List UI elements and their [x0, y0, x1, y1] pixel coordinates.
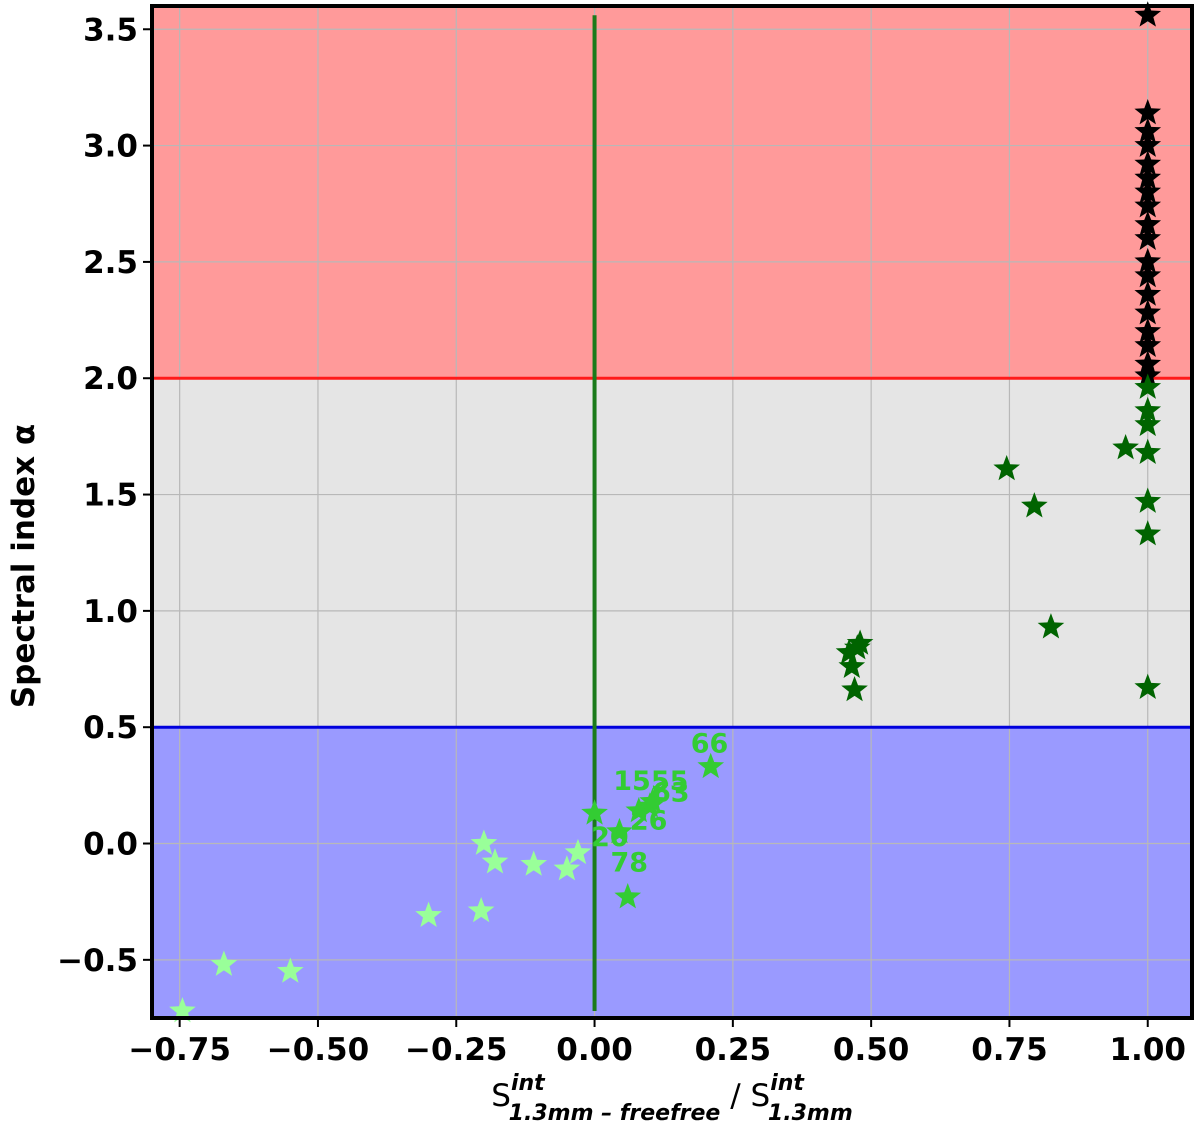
y-tick-label: −0.5 — [57, 943, 138, 979]
y-tick-label: 1.0 — [83, 594, 138, 630]
x-tick-label: 0.00 — [556, 1032, 633, 1068]
data-point-star — [481, 848, 509, 874]
data-point-star — [1134, 164, 1162, 190]
y-axis-title: Spectral index α — [6, 424, 42, 708]
data-point-star — [1134, 261, 1162, 288]
x-axis-title: Sint 1.3mm – freefree / Sint 1.3mm — [491, 1071, 853, 1122]
point-annotation: 66 — [691, 729, 729, 760]
data-point-star — [614, 883, 642, 909]
data-point-star — [1021, 492, 1048, 518]
data-point-star — [1134, 520, 1162, 546]
band-1 — [152, 378, 1192, 728]
data-point-star — [169, 997, 196, 1023]
x-tick-label: −0.75 — [128, 1032, 230, 1068]
band-0 — [152, 6, 1192, 379]
data-point-star — [1037, 613, 1065, 639]
x-tick-label: 0.50 — [833, 1032, 910, 1068]
y-tick-label: 3.0 — [83, 129, 138, 165]
data-point-star — [835, 638, 863, 665]
data-point-star — [1134, 373, 1162, 399]
data-point-star — [1134, 410, 1162, 437]
data-point-star — [1134, 117, 1162, 143]
data-point-star — [470, 829, 498, 855]
y-axis-ticks: −0.5 0.0 0.5 1.0 1.5 2.0 2.5 3.0 3.5 — [57, 12, 152, 979]
data-point-star — [1134, 131, 1162, 157]
x-axis-title-sup: int — [511, 1071, 546, 1096]
y-tick-label: 2.0 — [83, 361, 138, 397]
data-point-star — [625, 796, 653, 823]
threshold-lines — [152, 376, 1192, 729]
x-tick-label: 0.75 — [971, 1032, 1048, 1068]
data-point-star — [553, 855, 581, 881]
data-point-star — [1134, 396, 1162, 423]
data-point-star — [564, 838, 592, 865]
data-point-star — [520, 850, 548, 876]
point-annotation: 20 — [591, 822, 629, 853]
data-point-star — [1134, 178, 1162, 204]
x-axis-ticks: −0.75 −0.50 −0.25 0.00 0.25 0.50 0.75 1.00 — [128, 1018, 1186, 1068]
data-point-star — [415, 901, 442, 927]
band-2 — [152, 727, 1192, 1018]
data-point-star — [1134, 331, 1162, 357]
point-annotation: 26 — [630, 806, 668, 837]
x-tick-label: −0.25 — [405, 1032, 507, 1068]
data-point-star — [581, 799, 608, 825]
y-tick-label: 0.5 — [83, 710, 138, 746]
classification-bands — [152, 6, 1192, 1018]
y-tick-label: 1.5 — [83, 478, 138, 514]
data-point-star — [1134, 99, 1162, 125]
data-point-star — [1112, 434, 1139, 460]
plot-frame — [150, 4, 1194, 1020]
x-axis-title-sup2: int — [770, 1071, 805, 1096]
y-tick-label: 3.5 — [83, 12, 138, 48]
data-point-star — [467, 896, 495, 923]
x-axis-title-sub2: 1.3mm — [768, 1101, 853, 1122]
x-axis-title-base2: S — [751, 1078, 771, 1114]
x-tick-label: 0.25 — [695, 1032, 772, 1068]
data-point-star — [1134, 317, 1162, 344]
data-point-star — [1134, 247, 1162, 274]
x-axis-title-sub: 1.3mm – freefree — [509, 1101, 721, 1122]
data-point-star — [606, 817, 633, 844]
data-point-star — [276, 957, 304, 983]
data-point-star — [844, 634, 871, 660]
data-point-star — [1134, 280, 1162, 306]
data-point-star — [697, 752, 725, 779]
x-tick-label: −0.50 — [267, 1032, 369, 1068]
x-axis-title-separator: / — [720, 1078, 750, 1114]
x-axis-title-base: S — [491, 1078, 511, 1114]
data-point-star — [1134, 438, 1162, 464]
data-point-star — [1134, 210, 1162, 237]
data-points — [169, 1, 1162, 1023]
data-point-star — [1134, 1, 1162, 27]
data-point-star — [841, 675, 868, 702]
data-point-star — [1134, 192, 1162, 218]
y-tick-label: 0.0 — [83, 827, 138, 863]
data-point-star — [993, 454, 1020, 481]
data-point-star — [1134, 150, 1162, 176]
data-point-star — [1134, 487, 1162, 513]
data-point-star — [639, 787, 666, 813]
data-point-star — [1134, 673, 1162, 699]
data-point-star — [1134, 299, 1162, 325]
data-point-star — [1134, 224, 1162, 250]
point-annotation: 63 — [652, 778, 690, 809]
point-annotation: 1555 — [613, 766, 688, 797]
data-point-star — [838, 652, 866, 679]
point-annotation: 78 — [611, 847, 649, 878]
y-tick-label: 2.5 — [83, 245, 138, 281]
x-tick-label: 1.00 — [1109, 1032, 1186, 1068]
data-point-star — [210, 950, 238, 976]
